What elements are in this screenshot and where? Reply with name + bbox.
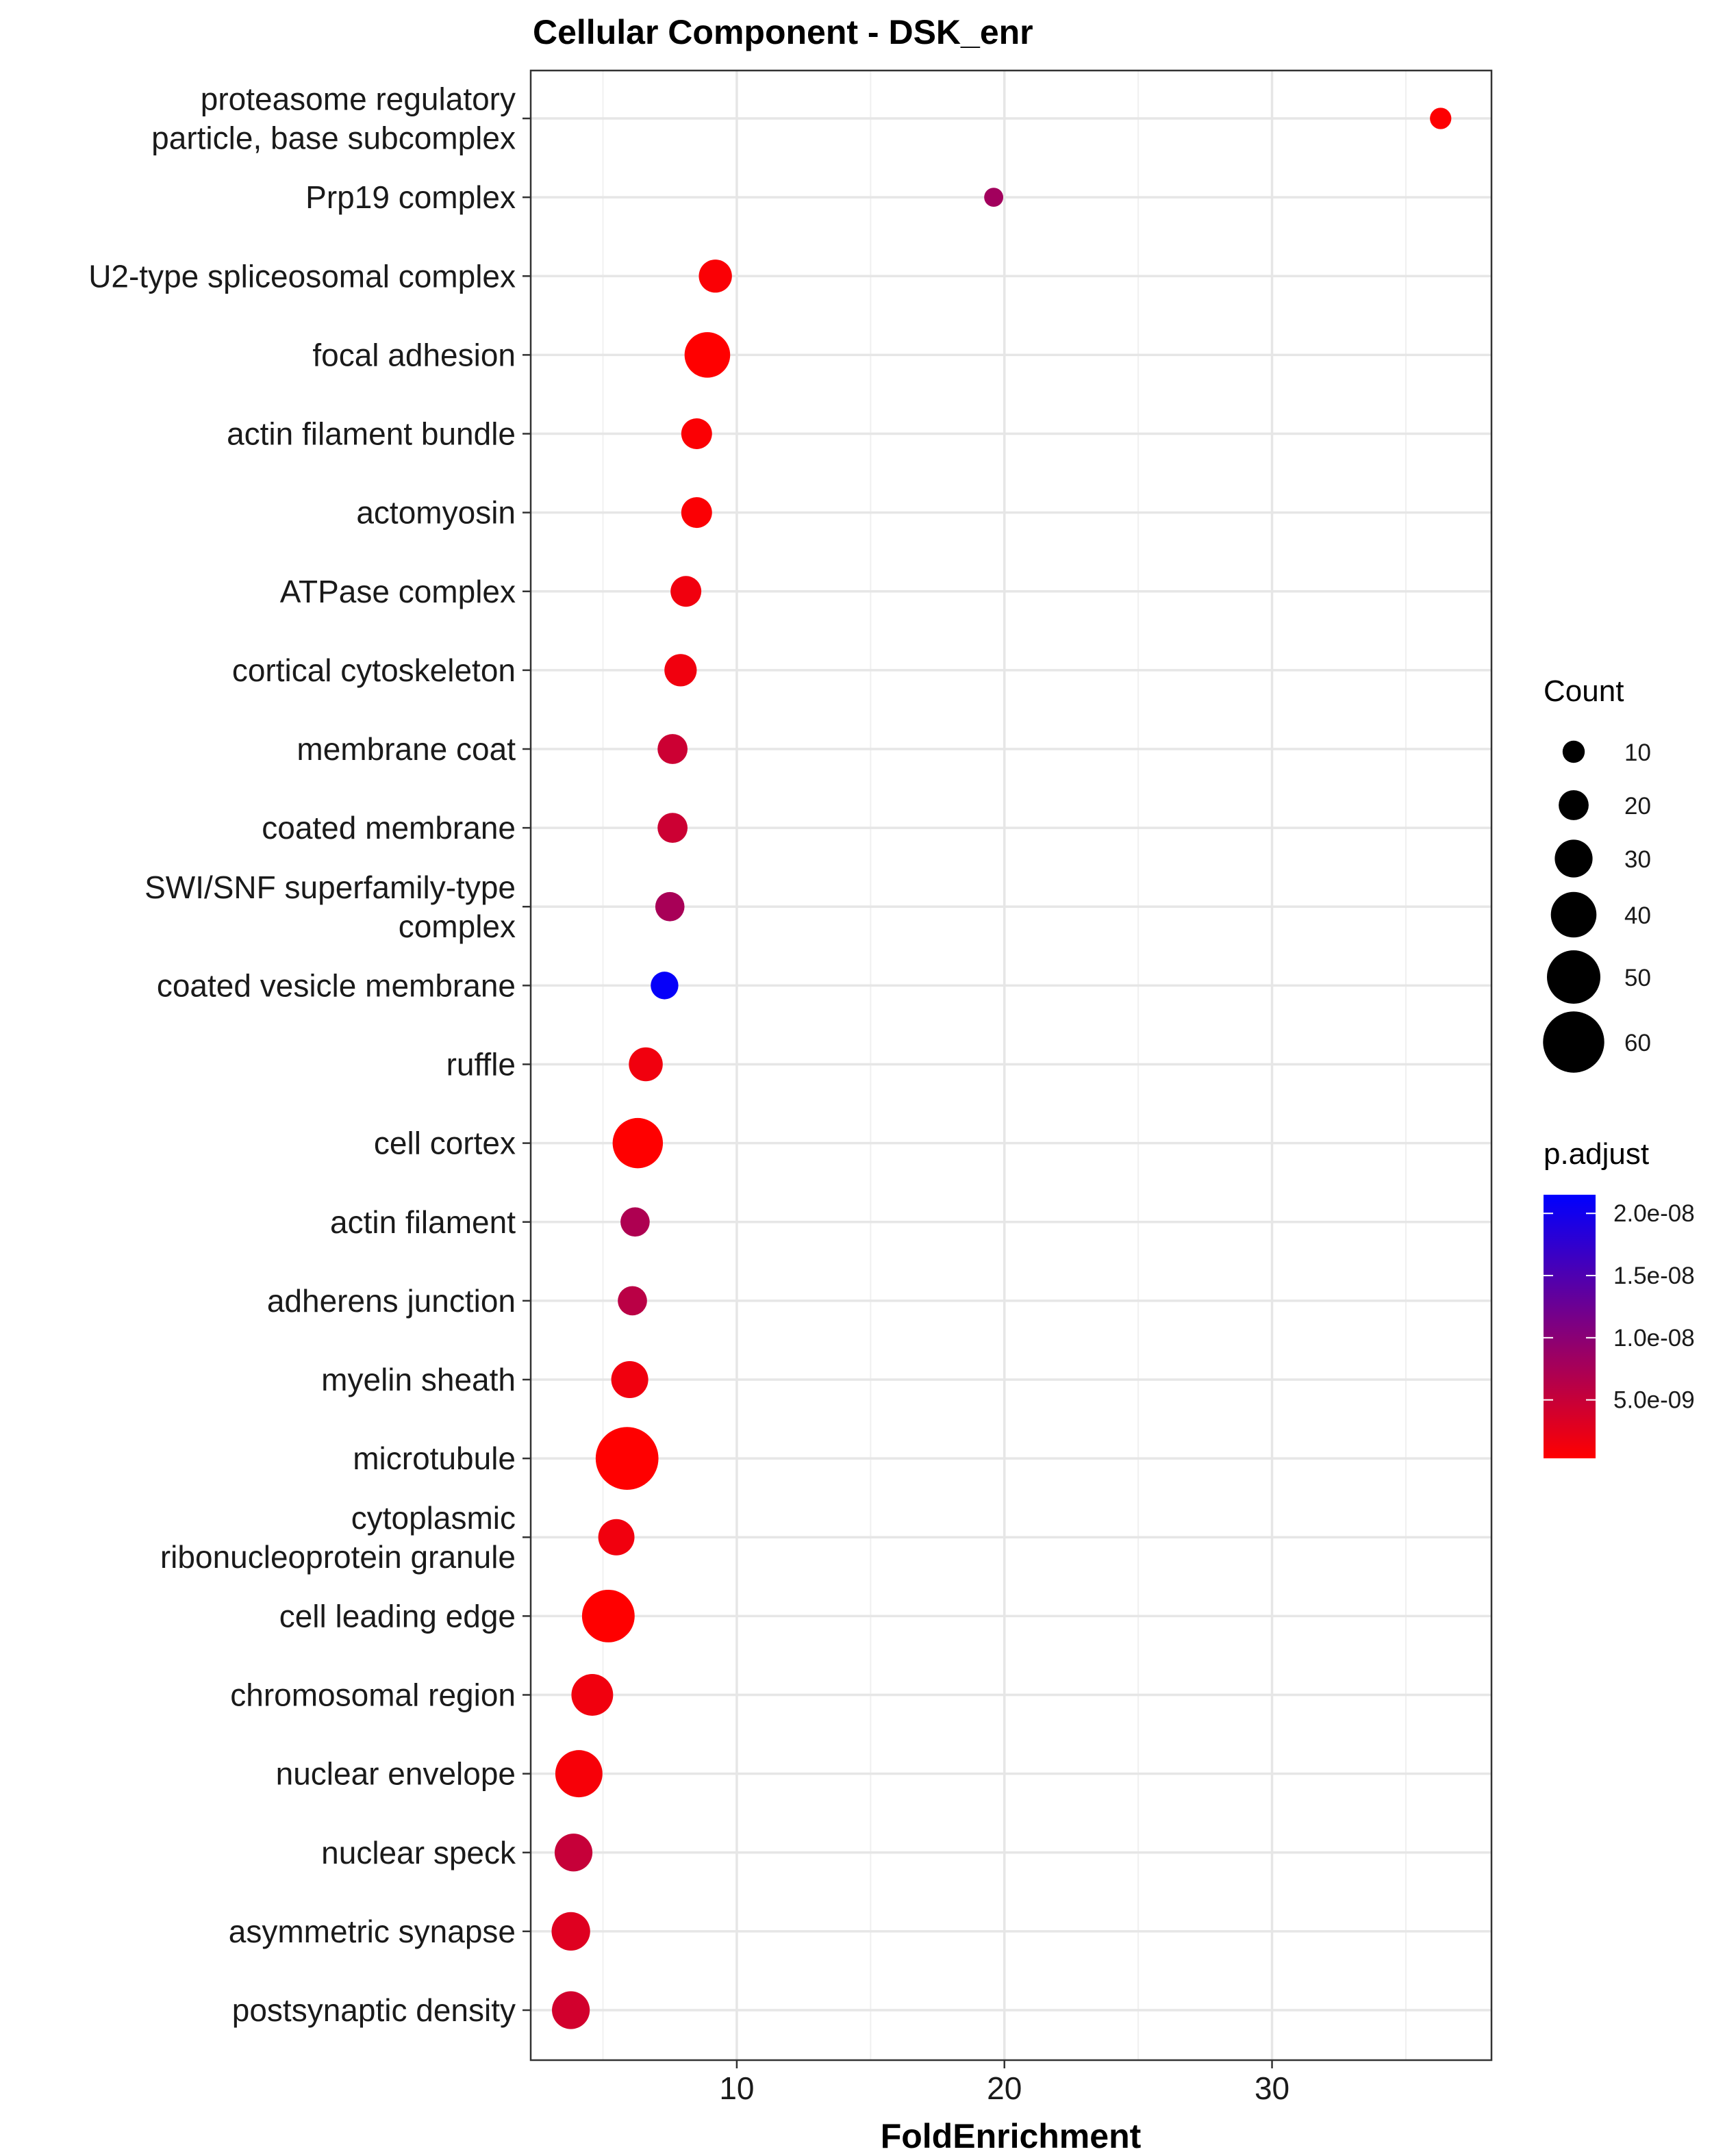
- data-point: [1430, 107, 1452, 129]
- plot-border: [529, 69, 1493, 2062]
- y-tick-label: ruffle: [446, 1047, 516, 1082]
- color-legend: 2.0e-08 1.5e-08 1.0e-08 5.0e-09: [1544, 1200, 1695, 1414]
- size-legend-label: 60: [1624, 1030, 1651, 1056]
- y-tick-label: U2-type spliceosomal complex: [88, 258, 516, 294]
- x-axis: 10 20 30: [719, 2060, 1289, 2106]
- y-tick-label: asymmetric synapse: [229, 1914, 516, 1949]
- data-point: [655, 891, 685, 922]
- data-point: [554, 1834, 593, 1872]
- data-point: [552, 1991, 590, 2029]
- data-point: [681, 418, 712, 449]
- data-point: [571, 1674, 614, 1716]
- data-point: [664, 654, 697, 687]
- y-axis: proteasome regulatory particle, base subc…: [88, 81, 531, 2028]
- size-legend-label: 20: [1624, 793, 1651, 820]
- x-tick-label: 30: [1255, 2070, 1289, 2106]
- x-tick-label: 10: [719, 2070, 754, 2106]
- size-legend-key: [1547, 950, 1600, 1004]
- y-tick-label: cell cortex: [374, 1126, 516, 1161]
- data-point: [598, 1519, 635, 1556]
- size-legend-label: 30: [1624, 846, 1651, 873]
- data-point: [984, 188, 1004, 207]
- data-point: [611, 1360, 649, 1399]
- data-point: [657, 734, 688, 764]
- size-legend-key: [1554, 839, 1593, 878]
- size-legend-key: [1543, 1011, 1604, 1073]
- size-legend-label: 50: [1624, 965, 1651, 991]
- size-legend-key: [1559, 790, 1589, 820]
- y-tick-label: chromosomal region: [230, 1677, 516, 1713]
- y-tick-label: myelin sheath: [321, 1362, 516, 1397]
- data-points: [551, 107, 1452, 2029]
- chart-title: Cellular Component - DSK_enr: [533, 13, 1033, 51]
- data-point: [551, 1912, 590, 1951]
- data-point: [670, 576, 702, 607]
- data-point: [684, 332, 731, 378]
- y-tick-label: microtubule: [353, 1441, 516, 1476]
- color-legend-label: 2.0e-08: [1613, 1200, 1695, 1227]
- y-tick-label: cortical cytoskeleton: [232, 652, 516, 688]
- y-tick-label: membrane coat: [297, 731, 516, 767]
- size-legend-title: Count: [1544, 674, 1624, 708]
- y-tick-label: nuclear envelope: [276, 1756, 516, 1792]
- y-tick-label: focal adhesion: [312, 337, 516, 372]
- size-legend-key: [1562, 740, 1585, 763]
- data-point: [620, 1207, 650, 1237]
- data-point: [555, 1750, 603, 1798]
- data-point: [618, 1286, 647, 1316]
- x-axis-label: FoldEnrichment: [881, 2117, 1142, 2155]
- y-tick-label: actomyosin: [356, 495, 516, 531]
- color-legend-title: p.adjust: [1544, 1137, 1649, 1171]
- y-tick-label: coated vesicle membrane: [157, 967, 516, 1003]
- data-point: [629, 1047, 663, 1082]
- y-tick-label: nuclear speck: [321, 1835, 516, 1870]
- y-tick-label: ATPase complex: [280, 574, 516, 609]
- y-tick-label: SWI/SNF superfamily-type complex: [144, 870, 516, 944]
- y-tick-label: proteasome regulatory particle, base subc…: [151, 81, 516, 156]
- color-legend-label: 5.0e-09: [1613, 1387, 1695, 1414]
- color-legend-label: 1.5e-08: [1613, 1263, 1695, 1289]
- data-point: [698, 259, 732, 293]
- data-point: [657, 813, 688, 844]
- size-legend-label: 10: [1624, 739, 1651, 766]
- y-tick-label: Prp19 complex: [305, 179, 516, 215]
- data-point: [581, 1589, 635, 1643]
- color-legend-label: 1.0e-08: [1613, 1325, 1695, 1352]
- y-tick-label: postsynaptic density: [232, 1992, 516, 2028]
- data-point: [681, 497, 712, 529]
- x-tick-label: 20: [987, 2070, 1022, 2106]
- y-tick-label: coated membrane: [262, 810, 516, 846]
- size-legend-key: [1550, 891, 1597, 938]
- y-tick-label: cell leading edge: [279, 1598, 516, 1634]
- y-tick-label: actin filament: [330, 1204, 516, 1240]
- size-legend-label: 40: [1624, 902, 1651, 929]
- size-legend: 10 20 30 40 50 60: [1543, 739, 1651, 1073]
- data-point: [612, 1117, 664, 1169]
- color-legend-bar: [1544, 1195, 1596, 1458]
- y-tick-label: cytoplasmic ribonucleoprotein granule: [160, 1500, 516, 1575]
- major-gridlines: [531, 71, 1491, 2060]
- data-point: [595, 1427, 659, 1490]
- y-tick-label: adherens junction: [267, 1283, 516, 1319]
- y-tick-label: actin filament bundle: [227, 416, 516, 452]
- data-point: [651, 972, 679, 1000]
